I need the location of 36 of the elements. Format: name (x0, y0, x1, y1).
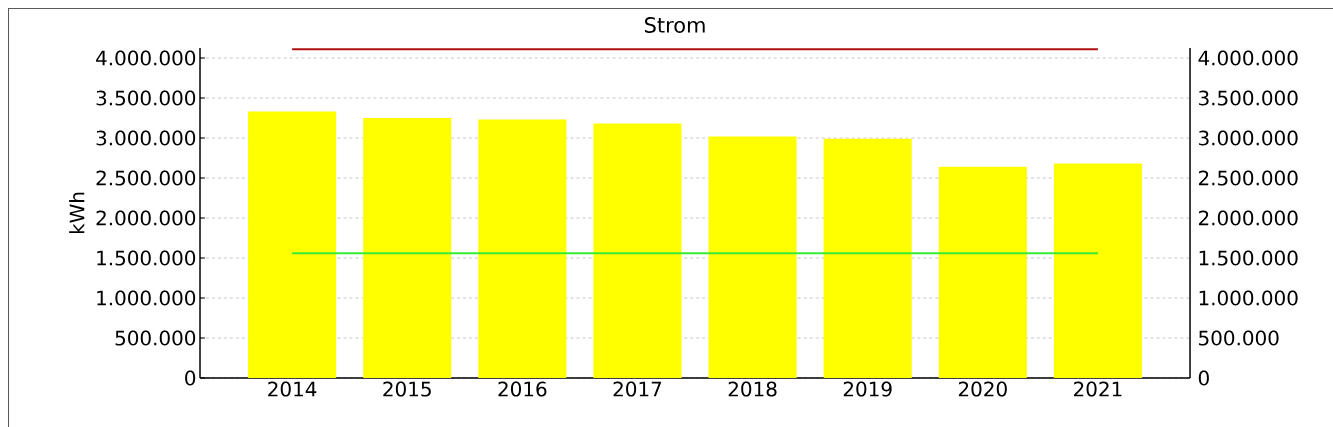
bar (248, 111, 337, 378)
y2-tick-label: 1.000.000 (1199, 290, 1298, 306)
chart-title: Strom (644, 17, 705, 33)
y-tick-label: 1.500.000 (97, 250, 196, 266)
y-tick-label: 500.000 (115, 330, 196, 346)
y-axis-title: kWh (69, 192, 85, 234)
y2-tick-label: 2.500.000 (1198, 170, 1298, 186)
y2-tick-label: 4.000.000 (1198, 50, 1298, 66)
bar (478, 119, 567, 378)
bar (363, 118, 452, 378)
y2-tick-label: 0 (1198, 370, 1209, 386)
bar (593, 123, 682, 378)
x-tick-label: 2018 (728, 381, 777, 397)
x-tick-label: 2020 (958, 381, 1007, 397)
x-tick-label: 2014 (268, 381, 317, 397)
y-tick-label: 1.000.000 (97, 290, 196, 306)
x-tick-label: 2017 (613, 381, 662, 397)
y2-tick-label: 3.500.000 (1199, 90, 1298, 106)
y2-tick-label: 1.500.000 (1199, 250, 1298, 266)
bar (938, 166, 1027, 378)
y2-tick-label: 2.000.000 (1198, 210, 1298, 226)
y-tick-label: 3.500.000 (96, 90, 196, 106)
x-tick-label: 2021 (1074, 381, 1122, 397)
y-tick-label: 3.000.000 (96, 130, 196, 146)
y2-tick-label: 500.000 (1199, 330, 1279, 346)
x-tick-label: 2015 (383, 381, 431, 397)
y2-tick-label: 3.000.000 (1199, 130, 1298, 146)
y-tick-label: 0 (185, 370, 196, 386)
y-tick-label: 4.000.000 (96, 50, 196, 66)
bar (708, 136, 797, 378)
bar (823, 138, 912, 378)
bar (1053, 163, 1142, 378)
y-tick-label: 2.000.000 (96, 210, 196, 226)
x-tick-label: 2019 (843, 381, 892, 397)
x-tick-label: 2016 (498, 381, 547, 397)
y-tick-label: 2.500.000 (96, 170, 196, 186)
